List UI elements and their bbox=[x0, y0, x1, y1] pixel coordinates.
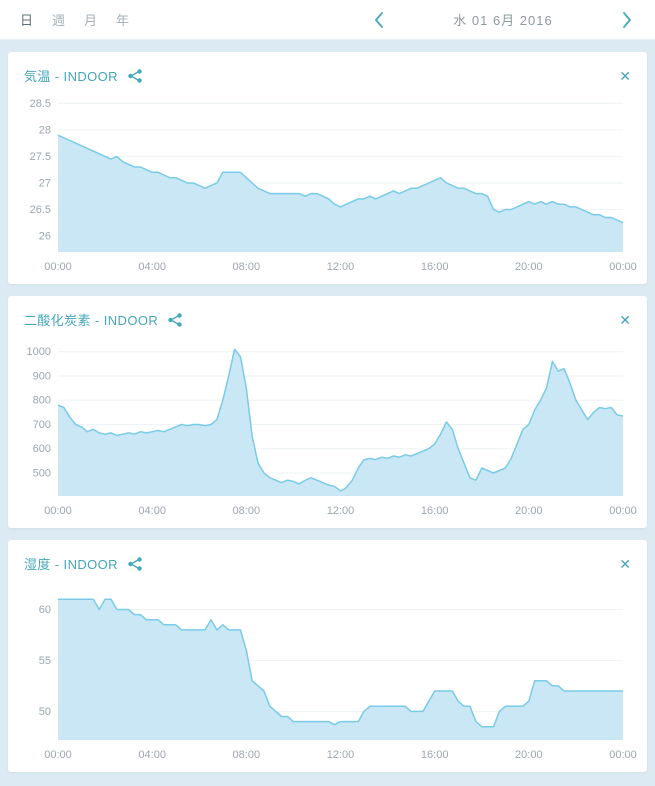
svg-text:08:00: 08:00 bbox=[233, 261, 261, 273]
date-label[interactable]: 水 01 6月 2016 bbox=[453, 13, 553, 28]
share-icon bbox=[128, 556, 142, 571]
close-card-button[interactable]: ✕ bbox=[619, 557, 631, 571]
svg-text:26: 26 bbox=[39, 231, 51, 243]
svg-text:28: 28 bbox=[39, 124, 51, 136]
svg-text:26.5: 26.5 bbox=[30, 204, 51, 216]
date-navigation: 水 01 6月 2016 bbox=[369, 9, 637, 31]
card-header: 気温 - INDOOR ✕ bbox=[8, 52, 647, 86]
next-day-button[interactable] bbox=[617, 9, 637, 31]
svg-text:00:00: 00:00 bbox=[609, 749, 637, 761]
close-icon: ✕ bbox=[619, 311, 631, 328]
tab-month[interactable]: 月 bbox=[84, 13, 99, 28]
prev-day-button[interactable] bbox=[369, 9, 389, 31]
svg-text:04:00: 04:00 bbox=[138, 261, 166, 273]
card-title-temperature: 気温 - INDOOR bbox=[24, 69, 118, 84]
svg-text:28.5: 28.5 bbox=[30, 98, 51, 110]
svg-text:1000: 1000 bbox=[27, 346, 51, 358]
chart-card-humidity: 湿度 - INDOOR ✕ 50 55 60 00:00 04:00 08:00 12:00… bbox=[8, 540, 647, 772]
svg-text:12:00: 12:00 bbox=[327, 505, 355, 517]
close-icon: ✕ bbox=[619, 67, 631, 84]
temperature-chart[interactable]: 26 26.5 27 27.5 28 28.5 00:00 04:00 08:00 12:00 16… bbox=[16, 92, 639, 278]
close-card-button[interactable]: ✕ bbox=[619, 69, 631, 83]
chevron-left-icon bbox=[375, 11, 383, 28]
svg-text:12:00: 12:00 bbox=[327, 749, 355, 761]
svg-text:800: 800 bbox=[33, 395, 51, 407]
period-tabs: 日 週 月 年 bbox=[20, 10, 130, 29]
tab-day[interactable]: 日 bbox=[20, 13, 35, 28]
svg-text:27.5: 27.5 bbox=[30, 151, 51, 163]
svg-text:20:00: 20:00 bbox=[515, 749, 543, 761]
share-button[interactable] bbox=[127, 68, 143, 84]
svg-text:55: 55 bbox=[39, 655, 51, 667]
topbar: 日 週 月 年 水 01 6月 2016 bbox=[0, 0, 655, 40]
close-card-button[interactable]: ✕ bbox=[619, 313, 631, 327]
svg-text:700: 700 bbox=[33, 419, 51, 431]
share-button[interactable] bbox=[127, 556, 143, 572]
svg-text:08:00: 08:00 bbox=[233, 749, 261, 761]
svg-text:16:00: 16:00 bbox=[421, 505, 449, 517]
svg-text:04:00: 04:00 bbox=[138, 749, 166, 761]
tab-year[interactable]: 年 bbox=[116, 13, 131, 28]
svg-text:20:00: 20:00 bbox=[515, 505, 543, 517]
share-button[interactable] bbox=[167, 312, 183, 328]
chart-card-co2: 二酸化炭素 - INDOOR ✕ 500 600 700 800 900 1000 00:0… bbox=[8, 296, 647, 528]
co2-chart[interactable]: 500 600 700 800 900 1000 00:00 04:00 08:00 12:00 1… bbox=[16, 336, 639, 522]
share-icon bbox=[128, 68, 142, 83]
humidity-chart[interactable]: 50 55 60 00:00 04:00 08:00 12:00 16:00 20:00 00:0… bbox=[16, 580, 639, 766]
svg-text:27: 27 bbox=[39, 178, 51, 190]
chevron-right-icon bbox=[623, 11, 631, 28]
svg-text:00:00: 00:00 bbox=[44, 261, 72, 273]
svg-text:00:00: 00:00 bbox=[44, 505, 72, 517]
close-icon: ✕ bbox=[619, 555, 631, 572]
svg-text:00:00: 00:00 bbox=[609, 261, 637, 273]
svg-text:500: 500 bbox=[33, 468, 51, 480]
svg-text:60: 60 bbox=[39, 604, 51, 616]
card-title-co2: 二酸化炭素 - INDOOR bbox=[24, 313, 159, 328]
svg-text:16:00: 16:00 bbox=[421, 261, 449, 273]
svg-text:16:00: 16:00 bbox=[421, 749, 449, 761]
svg-text:00:00: 00:00 bbox=[44, 749, 72, 761]
svg-text:04:00: 04:00 bbox=[138, 505, 166, 517]
share-icon bbox=[168, 312, 182, 327]
chart-card-temperature: 気温 - INDOOR ✕ 26 26.5 27 27.5 28 28.5 00:00 04:… bbox=[8, 52, 647, 284]
svg-text:900: 900 bbox=[33, 371, 51, 383]
svg-text:00:00: 00:00 bbox=[609, 505, 637, 517]
svg-text:20:00: 20:00 bbox=[515, 261, 543, 273]
svg-text:50: 50 bbox=[39, 706, 51, 718]
svg-text:12:00: 12:00 bbox=[327, 261, 355, 273]
card-header: 二酸化炭素 - INDOOR ✕ bbox=[8, 296, 647, 330]
svg-text:08:00: 08:00 bbox=[233, 505, 261, 517]
card-header: 湿度 - INDOOR ✕ bbox=[8, 540, 647, 574]
card-title-humidity: 湿度 - INDOOR bbox=[24, 557, 118, 572]
tab-week[interactable]: 週 bbox=[52, 13, 67, 28]
svg-text:600: 600 bbox=[33, 443, 51, 455]
